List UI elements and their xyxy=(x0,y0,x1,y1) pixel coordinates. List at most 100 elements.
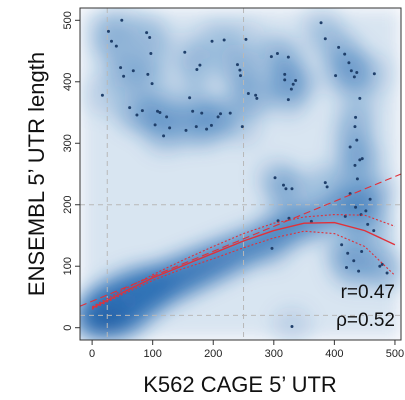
plot-frame xyxy=(79,7,402,341)
data-point xyxy=(355,177,359,181)
data-point xyxy=(360,249,364,253)
data-point xyxy=(283,72,287,76)
data-point xyxy=(184,128,188,132)
density-ridge xyxy=(366,173,399,206)
x-axis-title: K562 CAGE 5’ UTR xyxy=(143,372,337,397)
data-point xyxy=(194,125,198,129)
data-point xyxy=(145,31,149,35)
data-point xyxy=(284,187,288,191)
quadratic-fit-line xyxy=(91,221,396,309)
density-core-spread xyxy=(82,264,175,336)
data-point xyxy=(162,134,166,138)
data-point xyxy=(323,37,327,41)
data-point xyxy=(254,93,258,97)
data-point xyxy=(355,138,359,142)
data-point xyxy=(205,127,209,131)
data-point xyxy=(273,176,277,180)
data-point xyxy=(385,271,389,275)
data-point xyxy=(210,39,214,43)
pearson-r-label: r=0.47 xyxy=(341,282,395,303)
x-tick-label: 300 xyxy=(265,348,283,360)
data-point xyxy=(334,74,338,78)
data-point xyxy=(358,158,362,162)
data-point xyxy=(120,18,124,22)
data-point xyxy=(244,37,248,41)
data-point xyxy=(146,72,150,76)
data-point xyxy=(348,192,352,196)
x-tick-label: 100 xyxy=(143,348,161,360)
data-points xyxy=(100,18,389,328)
data-point xyxy=(353,163,357,167)
fit-lines xyxy=(80,173,401,310)
data-point xyxy=(290,187,294,191)
data-point xyxy=(140,109,144,113)
data-point xyxy=(286,98,290,102)
data-point xyxy=(198,63,202,67)
data-point xyxy=(153,123,157,127)
data-point xyxy=(348,145,352,149)
data-point xyxy=(269,55,273,59)
data-point xyxy=(235,63,239,67)
data-point xyxy=(195,67,199,71)
data-point xyxy=(222,38,226,42)
data-point xyxy=(238,68,242,72)
data-point xyxy=(340,243,344,247)
data-point xyxy=(114,44,118,48)
data-point xyxy=(150,82,154,86)
data-point xyxy=(366,222,370,226)
y-tick-label: 0 xyxy=(62,325,74,331)
data-point xyxy=(368,197,372,201)
data-point xyxy=(323,181,327,185)
data-point xyxy=(219,112,223,116)
data-point xyxy=(289,87,293,91)
data-point xyxy=(276,219,280,223)
data-point xyxy=(372,72,376,76)
data-point xyxy=(158,111,162,115)
data-point xyxy=(353,125,357,129)
data-point xyxy=(119,66,123,70)
y-axis: 0 100 200 300 400 500 xyxy=(62,11,80,331)
data-point xyxy=(100,93,104,97)
data-point xyxy=(309,219,313,223)
data-point xyxy=(343,214,347,218)
data-point xyxy=(378,264,382,268)
data-point xyxy=(352,75,356,79)
data-point xyxy=(364,209,368,213)
x-tick-label: 500 xyxy=(386,348,404,360)
data-point xyxy=(275,51,279,55)
data-point xyxy=(357,269,361,273)
data-point xyxy=(380,262,384,266)
x-axis: 0 100 200 300 400 500 xyxy=(89,340,404,360)
spearman-rho-label: ρ=0.52 xyxy=(336,310,395,331)
data-point xyxy=(286,55,290,59)
y-tick-label: 100 xyxy=(62,257,74,275)
data-point xyxy=(209,123,213,127)
data-point xyxy=(270,246,274,250)
data-point xyxy=(191,109,195,113)
data-point xyxy=(148,36,152,40)
data-point xyxy=(183,50,187,54)
data-point xyxy=(165,115,169,119)
data-point xyxy=(325,185,329,189)
data-point xyxy=(354,115,358,119)
x-tick-label: 0 xyxy=(89,348,95,360)
data-point xyxy=(343,52,347,56)
data-point xyxy=(358,96,362,100)
data-point xyxy=(283,78,287,82)
data-point xyxy=(239,74,242,78)
data-point xyxy=(352,259,356,263)
data-point xyxy=(287,216,291,220)
data-point xyxy=(294,79,298,83)
data-point xyxy=(282,183,286,187)
data-point xyxy=(360,157,364,161)
data-point xyxy=(255,96,259,100)
data-point xyxy=(344,265,348,269)
data-point xyxy=(168,126,172,130)
data-point xyxy=(372,229,376,233)
data-point xyxy=(240,125,244,129)
data-point xyxy=(347,61,351,65)
data-point xyxy=(319,21,323,25)
data-point xyxy=(246,91,250,95)
data-point xyxy=(228,111,232,115)
